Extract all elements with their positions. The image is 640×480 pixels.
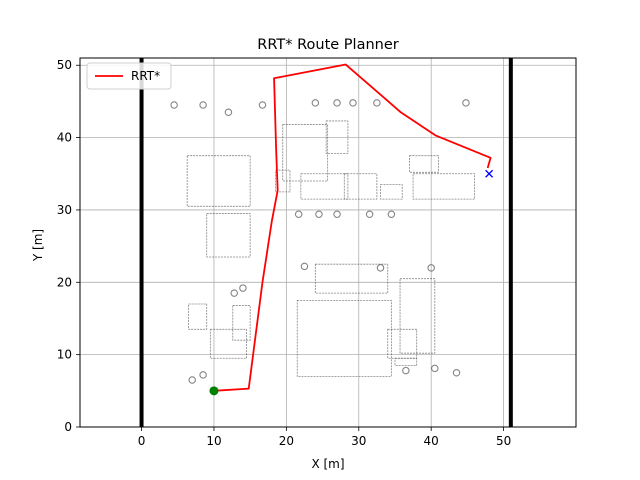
x-axis-label: X [m] — [311, 457, 344, 471]
obstacle-dot — [376, 264, 385, 272]
obstacle-dot — [258, 101, 267, 109]
y-tick-label-5: 50 — [57, 58, 72, 72]
obstacle-dot — [188, 376, 196, 384]
chart-title: RRT* Route Planner — [257, 37, 398, 53]
obstacle-outline — [232, 305, 251, 341]
markers-layer — [209, 169, 494, 396]
obstacle-dot — [315, 210, 323, 219]
legend-box — [86, 62, 172, 90]
x-tick-label-1: 10 — [206, 434, 221, 448]
legend-label-rrt-star: RRT* — [131, 69, 160, 83]
obstacle-dot — [462, 99, 470, 107]
obstacle-outline — [209, 328, 247, 359]
obstacle-outline — [343, 173, 378, 200]
obstacle-outline — [314, 263, 389, 294]
obstacle-dot — [333, 210, 341, 219]
obstacle-dot — [300, 262, 309, 271]
obstacle-outline — [380, 184, 403, 200]
x-tick-label-3: 30 — [351, 434, 366, 448]
obstacle-dot — [427, 264, 435, 272]
obstacle-outline — [296, 299, 392, 377]
obstacle-outline — [325, 120, 349, 154]
obstacle-dot — [230, 289, 238, 297]
obstacle-outline — [412, 173, 476, 200]
start-point-marker — [209, 386, 219, 396]
obstacle-dot — [373, 99, 381, 107]
obstacle-dot — [294, 210, 303, 219]
obstacle-outline — [300, 173, 349, 200]
x-tick-label-5: 50 — [496, 434, 511, 448]
obstacle-dot — [170, 101, 178, 109]
obstacle-dot — [402, 366, 410, 375]
obstacle-outline — [206, 213, 251, 258]
obstacle-dot — [349, 99, 357, 107]
obstacle-dot — [311, 99, 320, 107]
obstacle-dot — [239, 284, 247, 292]
goal-marker-stroke-b — [485, 169, 494, 178]
obstacle-outline — [186, 155, 251, 207]
route-layer — [213, 63, 492, 392]
x-tick-label-4: 40 — [424, 434, 439, 448]
legend: RRT* — [86, 62, 172, 90]
plot-frame — [79, 57, 577, 428]
obstacle-dot — [224, 108, 233, 117]
obstacle-dot — [431, 364, 439, 373]
y-tick-label-0: 0 — [64, 420, 72, 434]
obstacle-outline — [394, 357, 418, 366]
y-tick-label-3: 30 — [57, 203, 72, 217]
y-tick-label-2: 20 — [57, 275, 72, 289]
obstacle-dot — [199, 371, 207, 379]
y-axis-label: Y [m] — [31, 229, 45, 262]
y-tick-label-1: 10 — [57, 348, 72, 362]
obstacle-dot — [452, 368, 461, 377]
obstacle-outline — [188, 303, 208, 330]
obstacle-dot — [199, 101, 207, 109]
boundary-layer — [139, 58, 513, 427]
y-axis-ticks: 0 10 20 30 40 50 — [57, 58, 80, 434]
obstacle-dot — [387, 210, 396, 219]
obstacle-dot — [333, 99, 341, 107]
obstacle-outline — [409, 155, 439, 173]
obstacle-layer — [170, 99, 476, 384]
route-line-0 — [213, 63, 492, 392]
obstacle-outline — [399, 278, 436, 354]
x-tick-label-0: 0 — [138, 434, 146, 448]
obstacle-dot — [365, 210, 374, 219]
obstacle-outline — [282, 124, 329, 182]
y-tick-label-4: 40 — [57, 131, 72, 145]
x-tick-label-2: 20 — [279, 434, 294, 448]
x-axis-ticks: 0 10 20 30 40 50 — [138, 427, 511, 448]
